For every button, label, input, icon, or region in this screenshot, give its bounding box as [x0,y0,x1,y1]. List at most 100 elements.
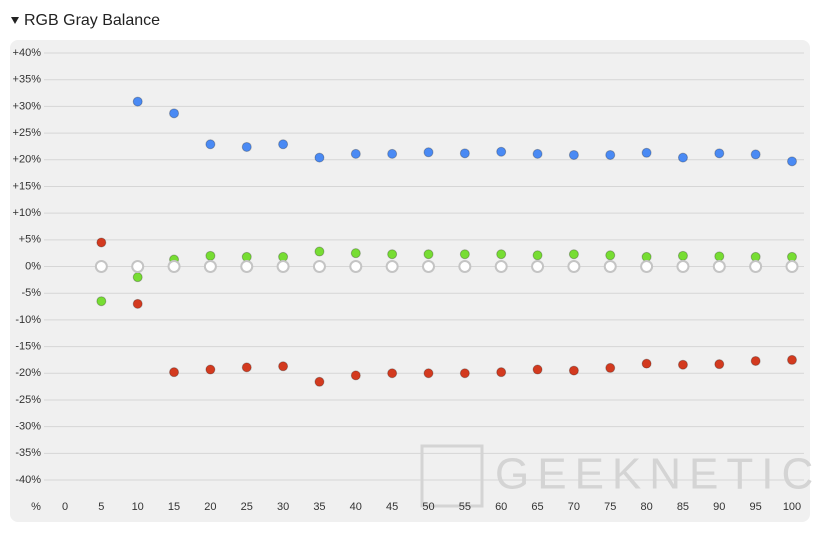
x-tick-label: 70 [568,501,580,513]
y-tick-label: -5% [21,287,41,299]
y-tick-label: +20% [13,154,42,166]
data-point [96,237,107,248]
x-tick-label: 25 [241,501,253,513]
reference-point [167,260,181,273]
data-point [496,367,507,378]
x-tick-label: 20 [204,501,216,513]
data-point [241,141,252,152]
data-point [350,148,361,159]
data-point [568,249,579,260]
data-point [750,149,761,160]
data-point [459,249,470,260]
data-point [459,148,470,159]
data-point [677,250,688,261]
data-point [605,362,616,373]
reference-point [349,260,363,273]
data-point [314,376,325,387]
data-point [387,368,398,379]
y-tick-label: +35% [13,74,42,86]
y-tick-label: 0% [25,260,41,272]
data-point [278,361,289,372]
data-point [532,364,543,375]
data-point [423,147,434,158]
x-tick-label: 90 [713,501,725,513]
reference-point [603,260,617,273]
data-point [205,250,216,261]
watermark: GEEKNETIC [495,450,821,499]
reference-point [676,260,690,273]
data-point [459,368,470,379]
x-tick-label: 15 [168,501,180,513]
data-point [387,249,398,260]
y-tick-label: -15% [15,340,41,352]
y-tick-label: -20% [15,367,41,379]
x-axis-label: % [31,501,41,513]
data-point [423,368,434,379]
x-tick-label: 75 [604,501,616,513]
reference-point [567,260,581,273]
data-point [605,149,616,160]
data-point [641,358,652,369]
reference-point [422,260,435,273]
reference-point [458,260,472,273]
data-point [496,146,507,157]
chart-title: RGB Gray Balance [24,12,160,29]
data-point [387,148,398,159]
data-point [314,246,325,257]
x-tick-label: 40 [350,501,362,513]
data-point [568,365,579,376]
x-tick-label: 50 [422,501,434,513]
y-tick-label: +30% [13,100,42,112]
y-tick-label: -30% [15,421,41,433]
y-tick-label: +15% [13,180,42,192]
data-point [169,367,180,378]
data-point [132,298,143,309]
reference-point [203,260,217,273]
data-point [532,148,543,159]
data-point [714,359,725,370]
reference-point [640,260,654,273]
data-point [205,139,216,150]
x-tick-label: 30 [277,501,289,513]
data-point [750,355,761,366]
x-tick-label: 60 [495,501,507,513]
data-point [205,364,216,375]
data-point [568,149,579,160]
x-tick-label: 95 [750,501,762,513]
data-point [169,108,180,119]
watermark-logo [420,444,484,508]
y-tick-label: -35% [15,447,41,459]
reference-point [785,260,799,273]
reference-point [276,260,290,273]
data-point [677,359,688,370]
data-point [605,250,616,261]
x-tick-label: 35 [313,501,325,513]
collapse-icon[interactable] [11,17,19,24]
x-tick-label: 0 [62,501,68,513]
data-point [787,354,797,365]
x-tick-label: 65 [531,501,543,513]
data-point [314,152,325,163]
data-point [350,370,361,381]
reference-point [531,260,545,273]
reference-point [131,260,145,273]
plot-panel [10,40,810,522]
y-tick-label: +5% [19,234,42,246]
y-tick-label: -40% [15,474,41,486]
data-point [132,272,143,283]
reference-point [94,260,108,273]
x-tick-label: 10 [132,501,144,513]
reference-point [385,260,399,273]
reference-point [240,260,254,273]
reference-point [712,260,726,273]
reference-point [494,260,508,273]
y-tick-label: -25% [15,394,41,406]
x-tick-label: 5 [98,501,104,513]
data-point [787,156,797,167]
reference-point [312,260,326,273]
data-point [641,147,652,158]
y-tick-label: +25% [13,127,42,139]
data-point [532,250,543,261]
